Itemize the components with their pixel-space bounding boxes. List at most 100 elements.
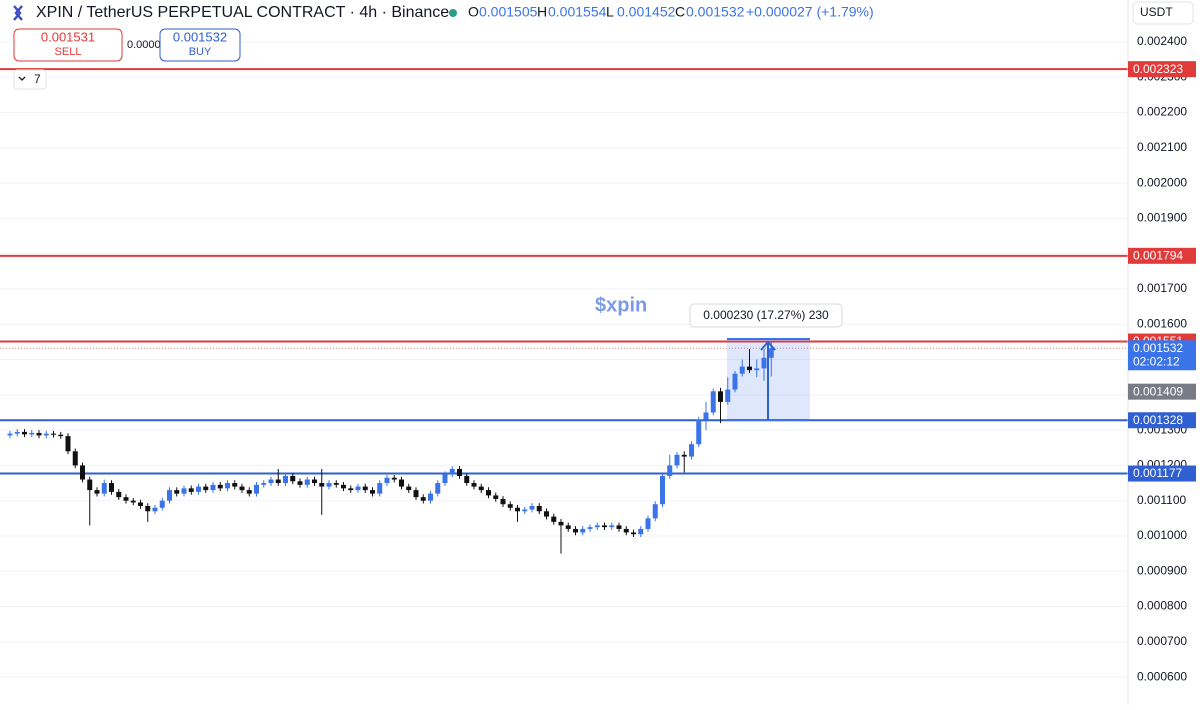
ohlc: O 0.001505 H 0.001554 L 0.001452 C 0.001532 +0.0… <box>468 4 874 20</box>
candle-body <box>652 504 658 519</box>
ohlc-value: 0.001452 <box>617 4 676 20</box>
sell-button[interactable] <box>13 28 123 62</box>
sell-label[interactable]: SELL <box>55 46 82 58</box>
candle-body <box>138 502 143 506</box>
candle-body <box>94 490 100 494</box>
candle-body <box>718 391 723 402</box>
candle-body <box>116 491 122 498</box>
y-tick-label: 0.002000 <box>1137 175 1187 189</box>
buy-button[interactable] <box>159 28 241 62</box>
price-badge-label: 0.001177 <box>1133 466 1182 480</box>
price-badge <box>1128 412 1196 429</box>
candle-body <box>14 431 20 434</box>
candle-body <box>130 500 136 503</box>
candle-body <box>739 366 745 374</box>
ohlc-key: H <box>537 4 547 20</box>
price-badges: 0.0023230.0017940.0015510.0013280.001177… <box>1128 61 1196 482</box>
candle-body <box>573 528 578 533</box>
candle-body <box>696 419 702 445</box>
y-tick-label: 0.001600 <box>1137 316 1187 330</box>
countdown: 02:02:12 <box>1133 354 1180 368</box>
price-badge <box>1128 465 1196 482</box>
candle-body <box>261 483 267 485</box>
sell-price[interactable]: 0.001531 <box>41 29 95 44</box>
price-badge-label: 0.001328 <box>1133 413 1183 427</box>
candle-body <box>203 486 209 491</box>
candle-body <box>631 532 636 535</box>
y-tick-label: 0.000600 <box>1137 669 1187 683</box>
candle-body <box>500 498 506 505</box>
ohlc-key: L <box>606 4 614 20</box>
candle-body <box>377 483 383 494</box>
candle-body <box>478 486 484 491</box>
candle-body <box>333 483 339 485</box>
candle-body <box>464 475 470 484</box>
candle-body <box>109 483 114 492</box>
candle-body <box>72 451 78 466</box>
candle-body <box>210 484 216 491</box>
candle-body <box>341 484 346 489</box>
currency[interactable]: USDT <box>1140 5 1173 19</box>
candle-body <box>761 357 767 369</box>
candle-body <box>370 490 375 494</box>
y-tick-label: 0.000900 <box>1137 563 1187 577</box>
y-tick-label: 0.001700 <box>1137 281 1187 295</box>
candles <box>7 340 774 554</box>
candle-body <box>754 368 760 371</box>
candle-body <box>65 436 71 452</box>
last-price-label: 0.001532 <box>1133 341 1183 355</box>
candle-body <box>674 454 680 466</box>
indicators-toggle[interactable] <box>13 69 47 90</box>
candle-body <box>515 507 520 512</box>
change: +0.000027 (+1.79%) <box>746 4 874 20</box>
y-tick-label: 0.002200 <box>1137 105 1187 119</box>
candle-body <box>623 528 629 533</box>
y-tick-label: 0.001900 <box>1137 211 1187 225</box>
buy-price[interactable]: 0.001532 <box>173 29 227 44</box>
candle-body <box>174 490 180 494</box>
candle-body <box>246 490 252 494</box>
candle-body <box>217 484 223 489</box>
candle-body <box>87 479 93 491</box>
candle-body <box>406 486 412 491</box>
measure-label: 0.000230 (17.27%) 230 <box>703 308 829 322</box>
candle-body <box>616 525 622 529</box>
annotation: $xpin <box>595 294 647 316</box>
candle-body <box>645 518 651 529</box>
y-tick-label: 0.002100 <box>1137 140 1187 154</box>
candle-body <box>22 431 27 435</box>
price-badge-label: 0.002323 <box>1133 62 1183 76</box>
candle-body <box>101 483 107 494</box>
ohlc-value: 0.001532 <box>686 4 745 20</box>
candle-body <box>732 373 738 390</box>
candle-body <box>145 505 151 512</box>
status-dot <box>449 9 457 17</box>
candle-body <box>681 454 687 457</box>
candle-body <box>536 505 542 512</box>
candle-body <box>420 497 426 501</box>
candle-body <box>391 477 397 480</box>
candle-body <box>123 497 129 501</box>
candle-body <box>362 486 368 491</box>
candle-body <box>710 391 716 413</box>
ohlc-value: 0.001554 <box>548 4 607 20</box>
candle-body <box>399 479 404 487</box>
candle-body <box>609 525 615 528</box>
buy-label[interactable]: BUY <box>189 46 212 58</box>
indicators-count[interactable]: 7 <box>34 72 41 86</box>
currency-box[interactable] <box>1132 1 1194 25</box>
candle-body <box>689 444 694 457</box>
ohlc-key: C <box>675 4 685 20</box>
candle-body <box>283 475 288 484</box>
candle-body <box>326 483 332 487</box>
candle-body <box>529 505 535 510</box>
price-badge-label: 0.001409 <box>1133 384 1183 398</box>
y-tick-label: 0.001000 <box>1137 528 1187 542</box>
price-badge <box>1128 383 1196 400</box>
chevron[interactable] <box>18 76 26 81</box>
candle-body <box>80 465 85 480</box>
candle-body <box>319 483 325 487</box>
ohlc-value: 0.001505 <box>479 4 538 20</box>
